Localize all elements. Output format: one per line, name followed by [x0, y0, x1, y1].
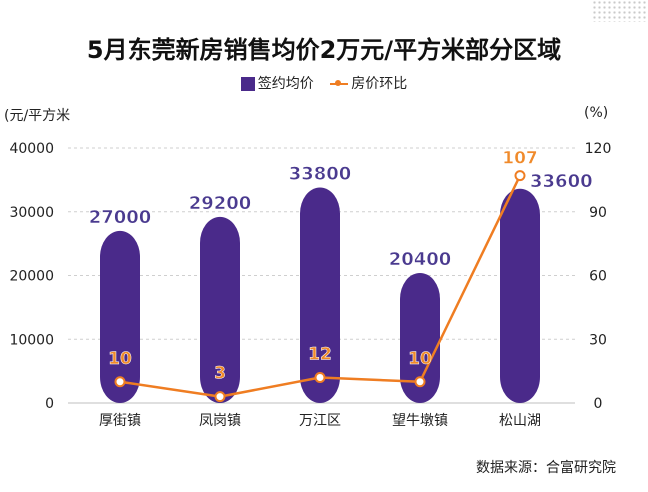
y-left-tick-label: 20000: [9, 269, 54, 285]
legend-item-line: 房价环比: [330, 73, 407, 93]
y-right-tick-label: 30: [589, 332, 607, 348]
legend-bar-label: 签约均价: [257, 76, 314, 92]
x-tick-label: 凤岗镇: [199, 413, 241, 429]
y-right-tick-label: 60: [589, 269, 607, 285]
legend-bar-swatch: [240, 77, 255, 91]
y-left-tick-label: 0: [45, 396, 54, 412]
bar-value-label: 27000: [89, 207, 152, 228]
x-tick-label: 厚街镇: [99, 413, 141, 429]
y-right-tick-label: 90: [589, 205, 607, 221]
y-left-tick-label: 10000: [9, 332, 54, 348]
decorative-dots: [592, 0, 648, 22]
bar-value-label: 33800: [289, 164, 352, 185]
x-tick-label: 望牛墩镇: [392, 413, 448, 429]
left-axis-unit: (元/平方米: [4, 108, 71, 124]
bar: [300, 187, 340, 403]
legend-item-bar: 签约均价: [240, 73, 314, 93]
line-value-label: 12: [308, 345, 332, 365]
source-note: 数据来源：合富研究院: [476, 460, 616, 476]
bar: [200, 216, 240, 403]
right-axis-unit: (%): [584, 105, 609, 121]
line-value-label: 3: [214, 364, 226, 384]
y-right-tick-label: 120: [585, 141, 612, 157]
bar: [100, 230, 140, 403]
line-point: [414, 376, 426, 388]
line-point: [514, 170, 526, 182]
line-point: [114, 376, 126, 388]
line-point: [214, 391, 226, 403]
line-point: [314, 372, 326, 383]
legend-line-swatch: [330, 79, 349, 89]
line-value-label: 10: [408, 349, 432, 369]
line-value-label: 10: [108, 349, 132, 369]
y-left-tick-label: 40000: [9, 141, 54, 157]
x-tick-label: 万江区: [299, 413, 341, 429]
y-left-tick-label: 30000: [9, 205, 54, 221]
bar-value-label: 29200: [189, 193, 252, 214]
bar-value-label: 20400: [389, 249, 452, 270]
chart-title: 5月东莞新房销售均价2万元/平方米部分区域: [86, 36, 562, 64]
y-right-tick-label: 0: [594, 396, 603, 412]
x-tick-label: 松山湖: [499, 413, 541, 429]
line-value-label: 107: [502, 149, 538, 169]
bar-value-label: 33600: [530, 171, 593, 192]
chart-legend: 签约均价 房价环比: [0, 73, 648, 93]
bar: [500, 188, 540, 403]
legend-line-label: 房价环比: [351, 76, 408, 92]
bar: [400, 272, 440, 403]
